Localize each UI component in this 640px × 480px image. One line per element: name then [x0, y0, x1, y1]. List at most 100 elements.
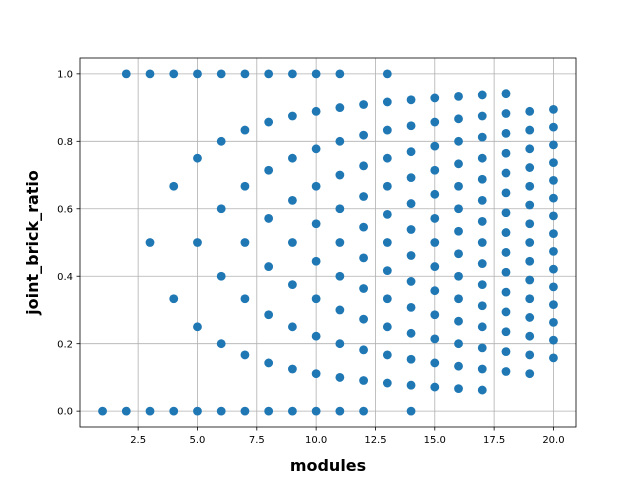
x-tick-label: 12.5: [364, 435, 386, 446]
data-point: [430, 141, 440, 151]
data-point: [382, 181, 392, 191]
data-point: [501, 267, 511, 277]
data-point: [549, 122, 558, 132]
data-point: [501, 168, 511, 178]
data-point: [288, 195, 297, 205]
data-point: [264, 262, 274, 271]
data-point: [311, 331, 321, 341]
data-point: [501, 347, 511, 357]
data-point: [121, 69, 131, 79]
data-point: [359, 222, 368, 232]
data-point: [406, 173, 416, 183]
data-point: [549, 104, 558, 114]
data-point: [264, 358, 274, 368]
data-point: [430, 334, 440, 344]
y-axis-title: joint_brick_ratio: [23, 170, 42, 316]
data-point: [430, 382, 440, 392]
data-point: [264, 406, 274, 416]
data-point: [477, 174, 487, 184]
data-point: [525, 181, 535, 191]
data-point: [406, 380, 416, 390]
data-point: [335, 238, 345, 247]
data-point: [335, 271, 345, 281]
data-point: [454, 226, 463, 236]
x-tick-label: 17.5: [483, 435, 505, 446]
data-point: [145, 406, 155, 416]
data-point: [430, 358, 440, 368]
data-point: [430, 165, 440, 175]
data-point: [240, 238, 250, 247]
data-point: [477, 132, 487, 142]
data-point: [98, 406, 107, 416]
data-point: [501, 327, 511, 337]
data-point: [501, 307, 511, 317]
data-point: [311, 369, 321, 379]
data-point: [549, 229, 558, 239]
data-point: [501, 248, 511, 257]
data-point: [430, 189, 440, 199]
data-point: [406, 277, 416, 286]
data-point: [382, 294, 392, 304]
data-point: [382, 97, 392, 107]
data-point: [406, 225, 416, 234]
data-point: [549, 211, 558, 221]
x-tick-label: 5.0: [190, 435, 206, 446]
data-point: [501, 367, 511, 376]
data-point: [193, 153, 202, 163]
data-point: [335, 406, 345, 416]
data-point: [382, 266, 392, 275]
data-point: [525, 331, 535, 341]
data-point: [454, 204, 463, 214]
data-point: [359, 192, 368, 201]
data-point: [169, 406, 179, 416]
x-tick-label: 2.5: [130, 435, 146, 446]
data-point: [311, 219, 321, 229]
data-point: [406, 328, 416, 338]
data-point: [264, 165, 274, 175]
data-point: [145, 69, 155, 79]
data-point: [549, 335, 558, 345]
data-point: [454, 316, 463, 326]
data-point: [335, 305, 345, 315]
data-point: [525, 275, 535, 285]
data-point: [549, 317, 558, 327]
y-axis-ticks: 0.0 0.2 0.4 0.6 0.8 1.0: [57, 69, 80, 418]
data-point: [359, 345, 368, 355]
data-point: [406, 354, 416, 364]
data-point: [430, 93, 440, 103]
data-point: [477, 195, 487, 205]
data-point: [430, 214, 440, 223]
x-tick-label: 20.0: [542, 435, 564, 446]
data-point: [477, 343, 487, 353]
data-point: [477, 280, 487, 290]
data-point: [406, 406, 416, 416]
data-point: [525, 163, 535, 172]
data-point: [193, 322, 202, 332]
data-point: [169, 69, 179, 79]
data-point: [359, 253, 368, 263]
data-point: [454, 339, 463, 349]
y-tick-label: 0.0: [57, 407, 73, 418]
data-point: [549, 300, 558, 310]
data-point: [216, 69, 226, 79]
data-point: [549, 140, 558, 150]
data-point: [501, 208, 511, 218]
data-point: [121, 406, 131, 416]
data-point: [406, 302, 416, 312]
data-point: [454, 249, 463, 259]
data-point: [216, 406, 226, 416]
data-point: [454, 91, 463, 101]
data-point: [477, 259, 487, 268]
data-point: [525, 313, 535, 322]
data-point: [240, 294, 250, 304]
data-point: [382, 210, 392, 219]
data-point: [264, 117, 274, 127]
data-point: [359, 100, 368, 109]
data-point: [406, 95, 416, 105]
data-point: [549, 353, 558, 363]
data-point: [406, 147, 416, 157]
data-point: [288, 153, 297, 163]
data-point: [311, 294, 321, 304]
data-point: [264, 69, 274, 79]
